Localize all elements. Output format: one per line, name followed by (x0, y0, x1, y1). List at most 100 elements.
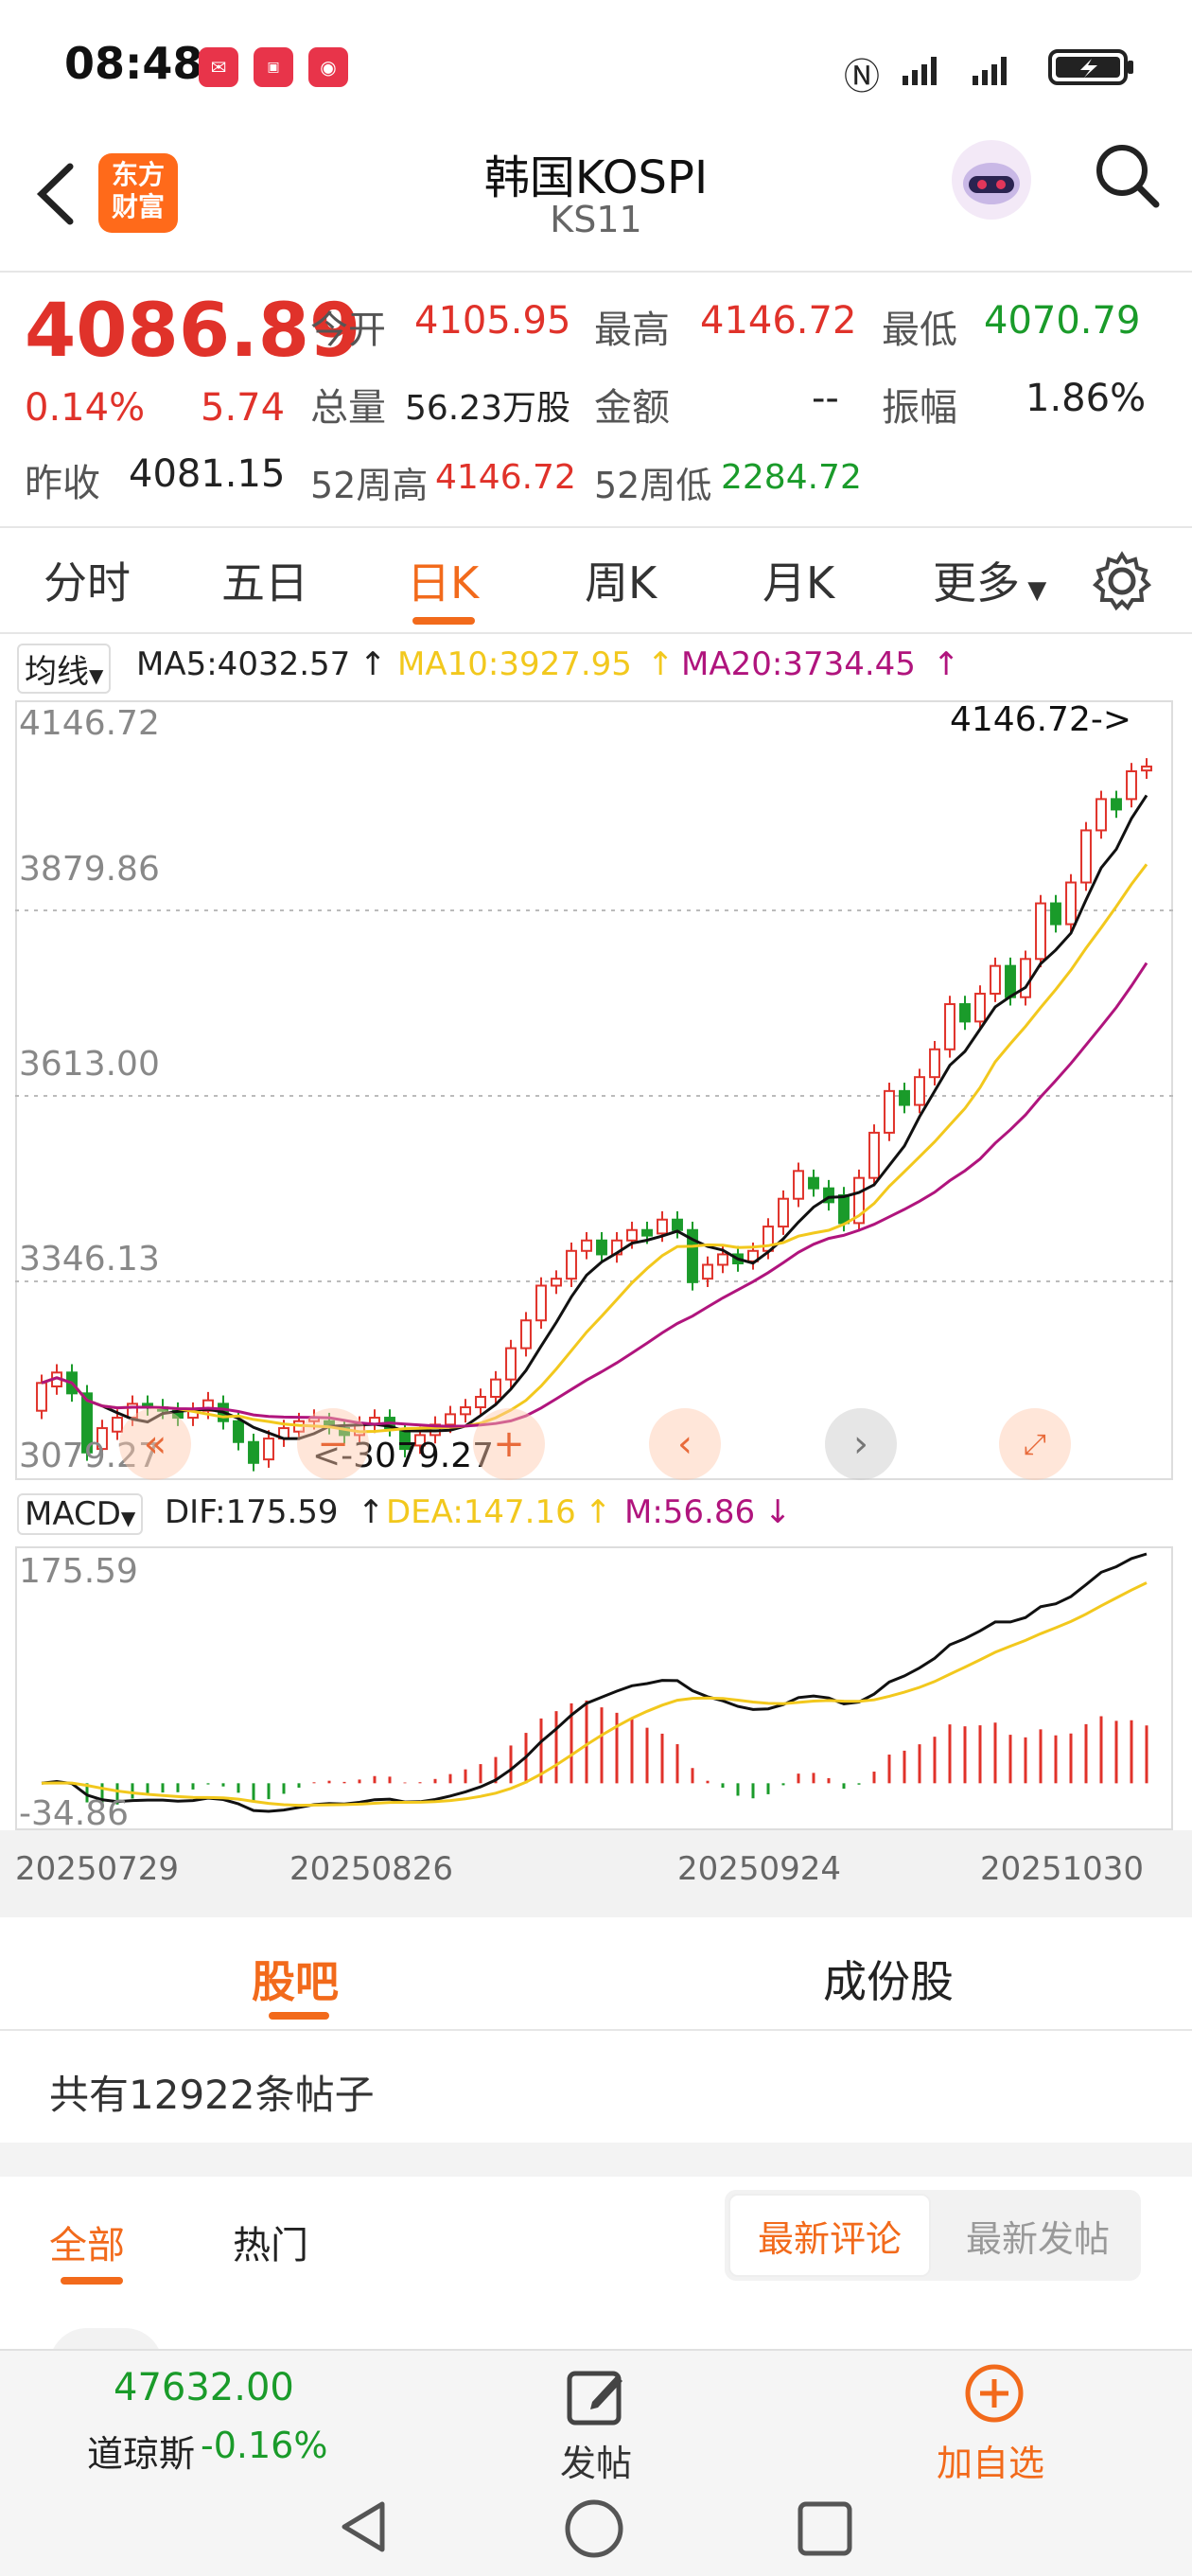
tab-five-day[interactable]: 五日 (221, 557, 308, 609)
edit-post-icon[interactable] (564, 2364, 628, 2428)
sort-latest-comment[interactable]: 最新评论 (728, 2194, 931, 2277)
candle (1035, 902, 1046, 961)
candle (263, 1438, 274, 1461)
ma10-line (41, 863, 1148, 1434)
change-value: 5.74 (201, 386, 286, 430)
tab-all[interactable]: 全部 (49, 2224, 125, 2267)
section-divider (0, 2029, 1192, 2031)
tab-monthly-k[interactable]: 月K (763, 557, 835, 609)
candle (672, 1218, 683, 1231)
caret-down-icon: ▼ (89, 664, 104, 687)
nfc-icon: Ⓝ (844, 56, 881, 97)
candle (475, 1396, 486, 1409)
candle (581, 1239, 592, 1252)
candle (414, 1434, 426, 1447)
y-label-4: 3346.13 (19, 1240, 160, 1279)
macd-chart-frame[interactable] (15, 1546, 1173, 1830)
candle (717, 1253, 728, 1266)
candle (81, 1392, 93, 1454)
candle (566, 1249, 577, 1280)
date-label-3: 20250924 (677, 1850, 842, 1888)
volume-label: 总量 (310, 386, 386, 430)
candle (1050, 902, 1061, 926)
y-label-max: 4146.72 (19, 704, 160, 743)
ma-selector[interactable]: 均线▼ (17, 644, 112, 694)
sub-tab-indicator (61, 2277, 123, 2285)
nav-recents-icon[interactable] (797, 2500, 853, 2557)
tab-intraday[interactable]: 分时 (44, 557, 131, 609)
header-divider (0, 271, 1192, 273)
tab-constituents[interactable]: 成份股 (823, 1956, 954, 2007)
max-annotation: 4146.72-> (950, 700, 1132, 739)
dji-value[interactable]: 47632.00 (114, 2366, 294, 2409)
nav-back-icon[interactable] (337, 2498, 390, 2555)
candle (944, 1003, 955, 1050)
add-watchlist-label[interactable]: 加自选 (937, 2443, 1045, 2484)
tab-guba[interactable]: 股吧 (252, 1956, 339, 2007)
app-notification-icon-2: ◉ (308, 47, 348, 87)
candle (596, 1239, 607, 1256)
min-annotation: <-3079.27 (312, 1437, 495, 1475)
candle (657, 1218, 668, 1235)
amount-label: 金额 (594, 386, 670, 430)
add-watchlist-icon[interactable] (963, 2362, 1025, 2425)
back-icon[interactable] (32, 161, 79, 227)
candle (1141, 765, 1152, 772)
candle (505, 1347, 517, 1381)
tab-hot[interactable]: 热门 (233, 2224, 308, 2267)
macd-dif-line (41, 1552, 1148, 1813)
candle (884, 1089, 895, 1134)
tab-weekly-k[interactable]: 周K (585, 557, 657, 609)
ma5-arrow-icon: ↑ (359, 645, 387, 683)
candle (490, 1378, 501, 1399)
candle (1005, 964, 1016, 998)
fullscreen-button[interactable]: ⤢ (999, 1408, 1071, 1480)
candle (460, 1406, 471, 1416)
tab-more[interactable]: 更多 ▼ (933, 557, 1047, 609)
candle (1096, 798, 1107, 832)
candle (808, 1176, 819, 1190)
candle (551, 1278, 562, 1287)
post-button-label[interactable]: 发帖 (560, 2443, 633, 2484)
settings-icon[interactable] (1092, 551, 1152, 611)
high-value: 4146.72 (700, 299, 857, 343)
wk52-high-label: 52周高 (310, 465, 429, 506)
candle (747, 1249, 759, 1262)
app-notification-icon: ✉ (199, 47, 238, 87)
robot-assistant-icon[interactable] (946, 134, 1037, 225)
tabs-divider (0, 632, 1192, 634)
dji-change[interactable]: -0.16% (201, 2425, 328, 2466)
y-label-2: 3879.86 (19, 850, 160, 889)
zoom-out-button[interactable]: − (297, 1408, 369, 1480)
dea-arrow-icon: ↑ (585, 1493, 612, 1531)
prev-close-label: 昨收 (25, 462, 100, 505)
candle (959, 1003, 971, 1023)
price-chart-frame[interactable] (15, 700, 1173, 1480)
dji-label[interactable]: 道琼斯 (87, 2433, 196, 2475)
scroll-right-button[interactable]: › (825, 1408, 897, 1480)
nav-home-icon[interactable] (564, 2498, 624, 2559)
open-label: 今开 (310, 309, 386, 352)
candle (1126, 770, 1137, 801)
section-tab-indicator (269, 2012, 329, 2020)
macd-selector[interactable]: MACD▼ (17, 1493, 144, 1535)
candle (990, 964, 1001, 996)
candle (1065, 881, 1077, 926)
candle (233, 1420, 244, 1443)
sort-latest-post[interactable]: 最新发帖 (965, 2217, 1110, 2260)
candle (838, 1194, 850, 1225)
tab-daily-k[interactable]: 日K (407, 557, 480, 609)
scroll-left-fast-button[interactable]: « (119, 1408, 191, 1480)
amount-value: -- (812, 377, 839, 420)
stock-code: KS11 (550, 199, 642, 240)
search-icon[interactable] (1094, 142, 1162, 210)
prev-close-value: 4081.15 (129, 452, 286, 496)
scroll-left-button[interactable]: ‹ (649, 1408, 721, 1480)
status-time: 08:48 (64, 38, 203, 89)
y-label-3: 3613.00 (19, 1045, 160, 1084)
zoom-in-button[interactable]: + (473, 1408, 545, 1480)
candle (112, 1417, 123, 1433)
candlestick-chart (15, 758, 1173, 1472)
page-title: 韩国KOSPI (483, 151, 709, 204)
candle (974, 993, 986, 1023)
